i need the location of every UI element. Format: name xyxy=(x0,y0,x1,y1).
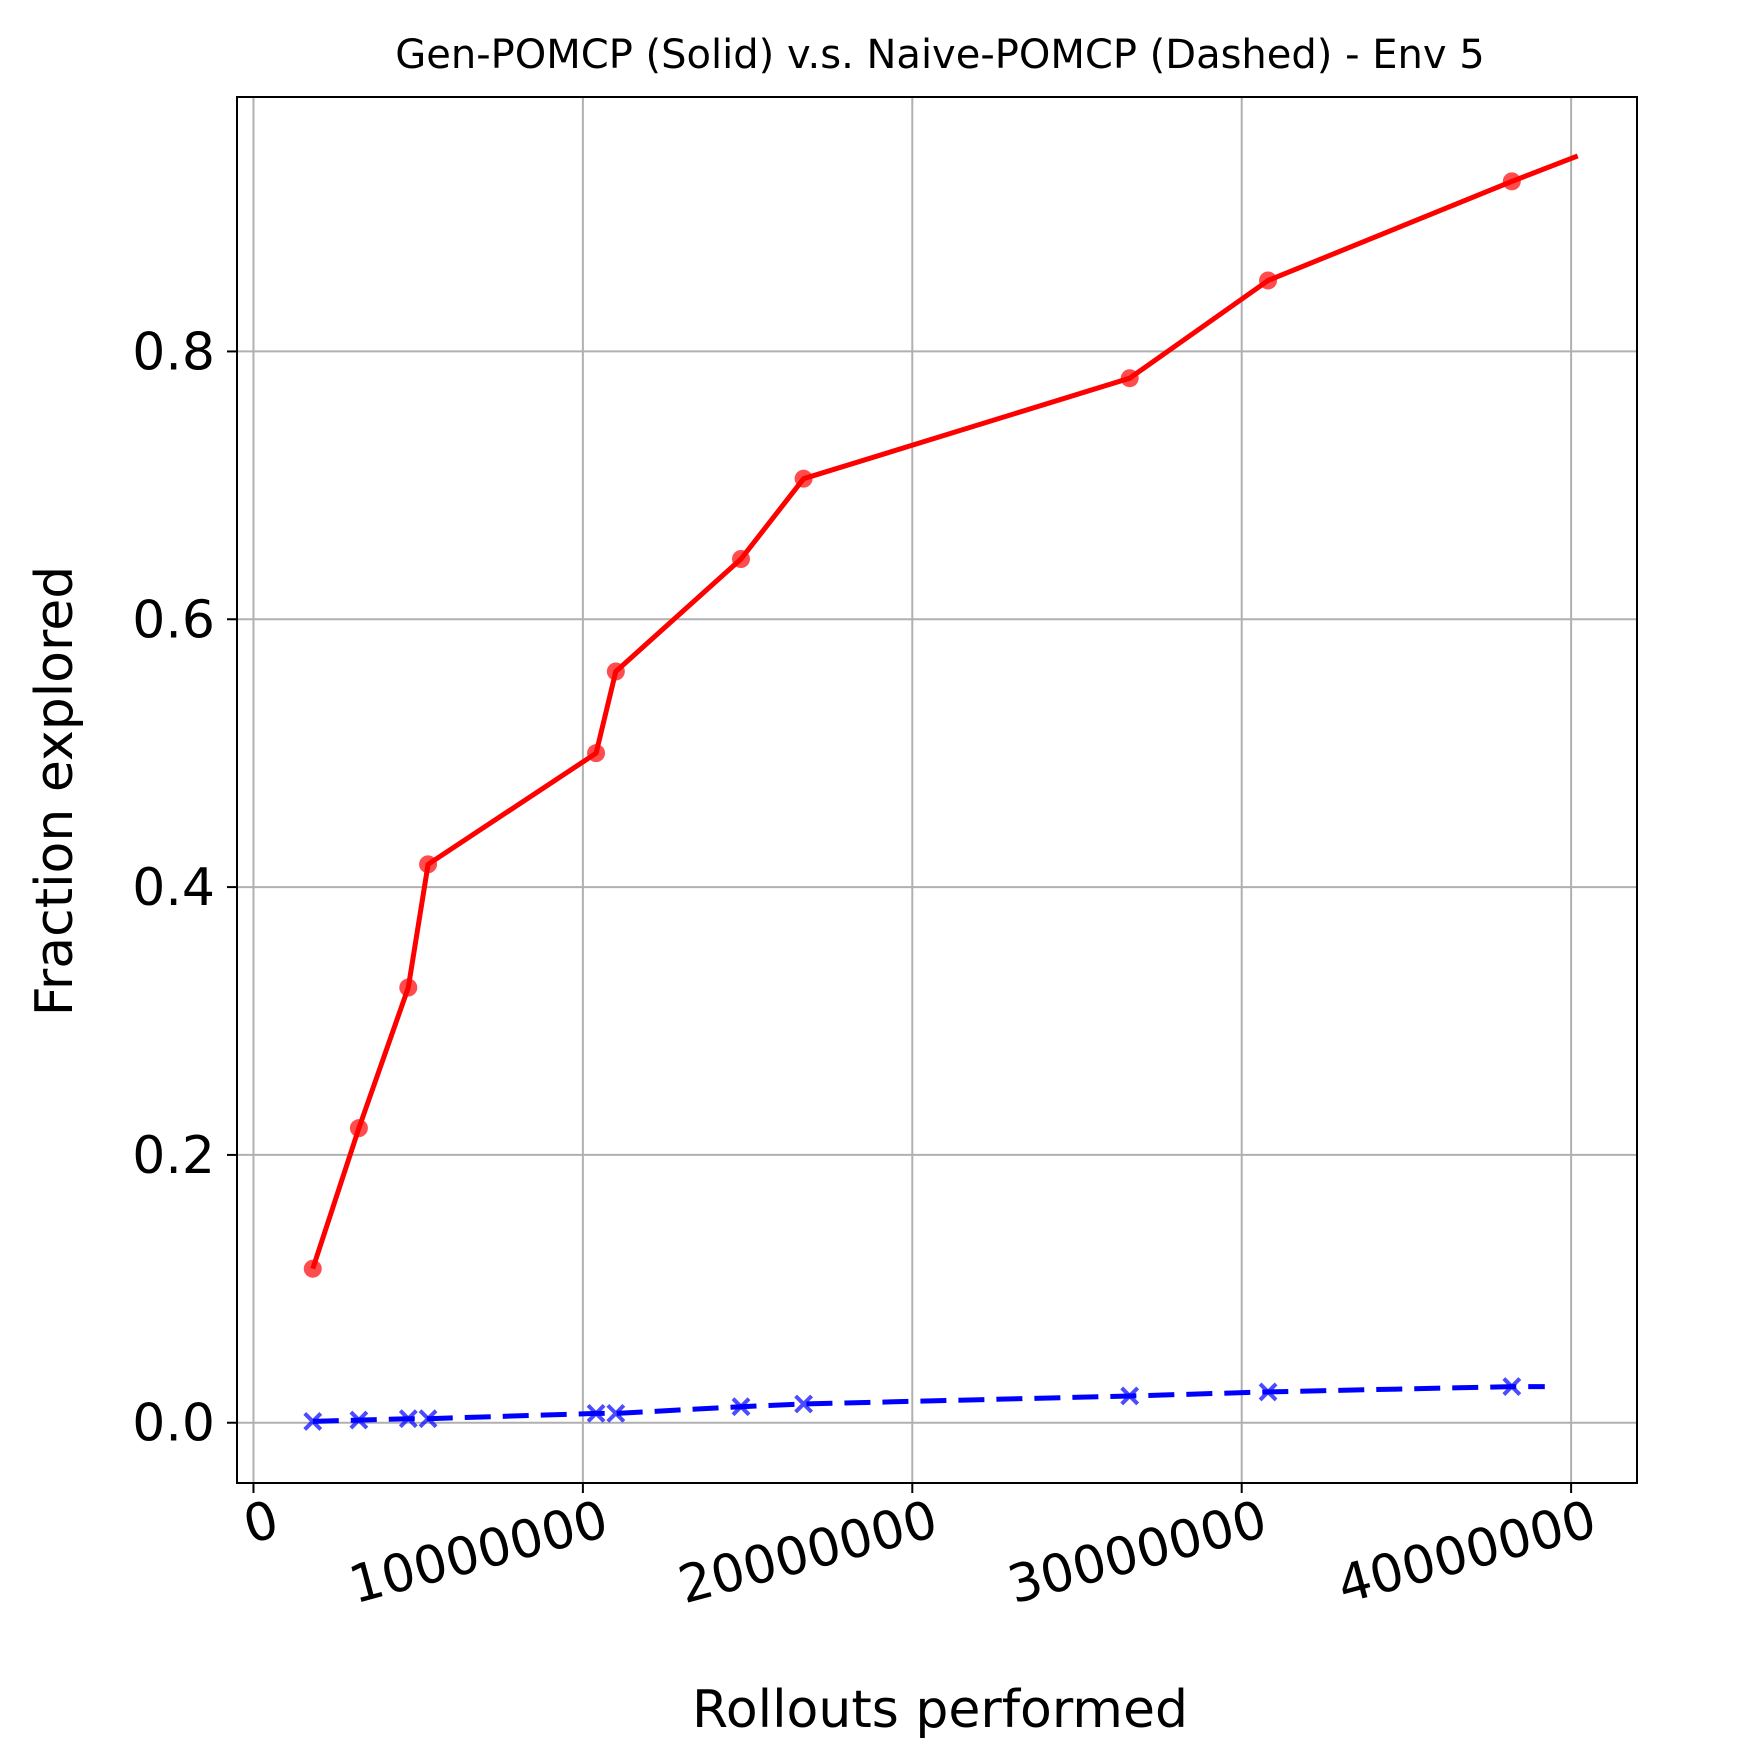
data-point-marker xyxy=(731,1397,751,1417)
x-axis-label: Rollouts performed xyxy=(692,1680,1188,1740)
solid-series-line xyxy=(310,153,1579,1270)
x-tick-label: 30000000 xyxy=(1002,1490,1273,1616)
y-tick-label: 0.2 xyxy=(132,1126,215,1186)
y-tick-label: 0.0 xyxy=(132,1394,215,1454)
x-tick-label: 0 xyxy=(237,1490,284,1557)
data-point-marker xyxy=(587,744,606,763)
data-point-marker xyxy=(303,1259,322,1278)
dashed-series-line xyxy=(312,1384,1545,1424)
y-tick-label: 0.6 xyxy=(132,590,215,650)
y-tick-label: 0.4 xyxy=(132,858,215,918)
data-point-marker xyxy=(303,1411,323,1431)
chart-title: Gen-POMCP (Solid) v.s. Naive-POMCP (Dash… xyxy=(395,32,1484,78)
data-point-marker xyxy=(794,1394,814,1414)
data-point-marker xyxy=(794,469,813,488)
data-point-marker xyxy=(349,1410,369,1430)
dashed-series xyxy=(303,1377,1545,1431)
data-point-marker xyxy=(732,550,750,568)
data-point-marker xyxy=(398,1409,418,1429)
data-point-marker xyxy=(1259,271,1278,290)
x-tick-label: 10000000 xyxy=(343,1490,614,1616)
data-point-marker xyxy=(1502,1377,1522,1396)
data-point-marker xyxy=(1120,369,1139,388)
data-point-marker xyxy=(1258,1382,1278,1402)
grid-lines xyxy=(237,97,1637,1483)
x-tick-label: 20000000 xyxy=(672,1490,943,1616)
data-point-marker xyxy=(349,1119,368,1138)
y-tick-label: 0.8 xyxy=(132,322,215,382)
data-point-marker xyxy=(418,1409,438,1429)
data-point-marker xyxy=(586,1403,606,1423)
plot-frame xyxy=(236,96,1638,1484)
data-point-marker xyxy=(606,1403,626,1423)
data-point-marker xyxy=(399,978,418,997)
series-layer xyxy=(303,153,1579,1431)
data-point-marker xyxy=(1502,172,1521,191)
x-tick-label: 40000000 xyxy=(1331,1490,1602,1616)
y-axis-label: Fraction explored xyxy=(25,566,85,1016)
data-point-marker xyxy=(1120,1386,1140,1406)
solid-series xyxy=(303,153,1579,1278)
data-point-marker xyxy=(419,855,438,874)
data-point-marker xyxy=(606,662,625,681)
